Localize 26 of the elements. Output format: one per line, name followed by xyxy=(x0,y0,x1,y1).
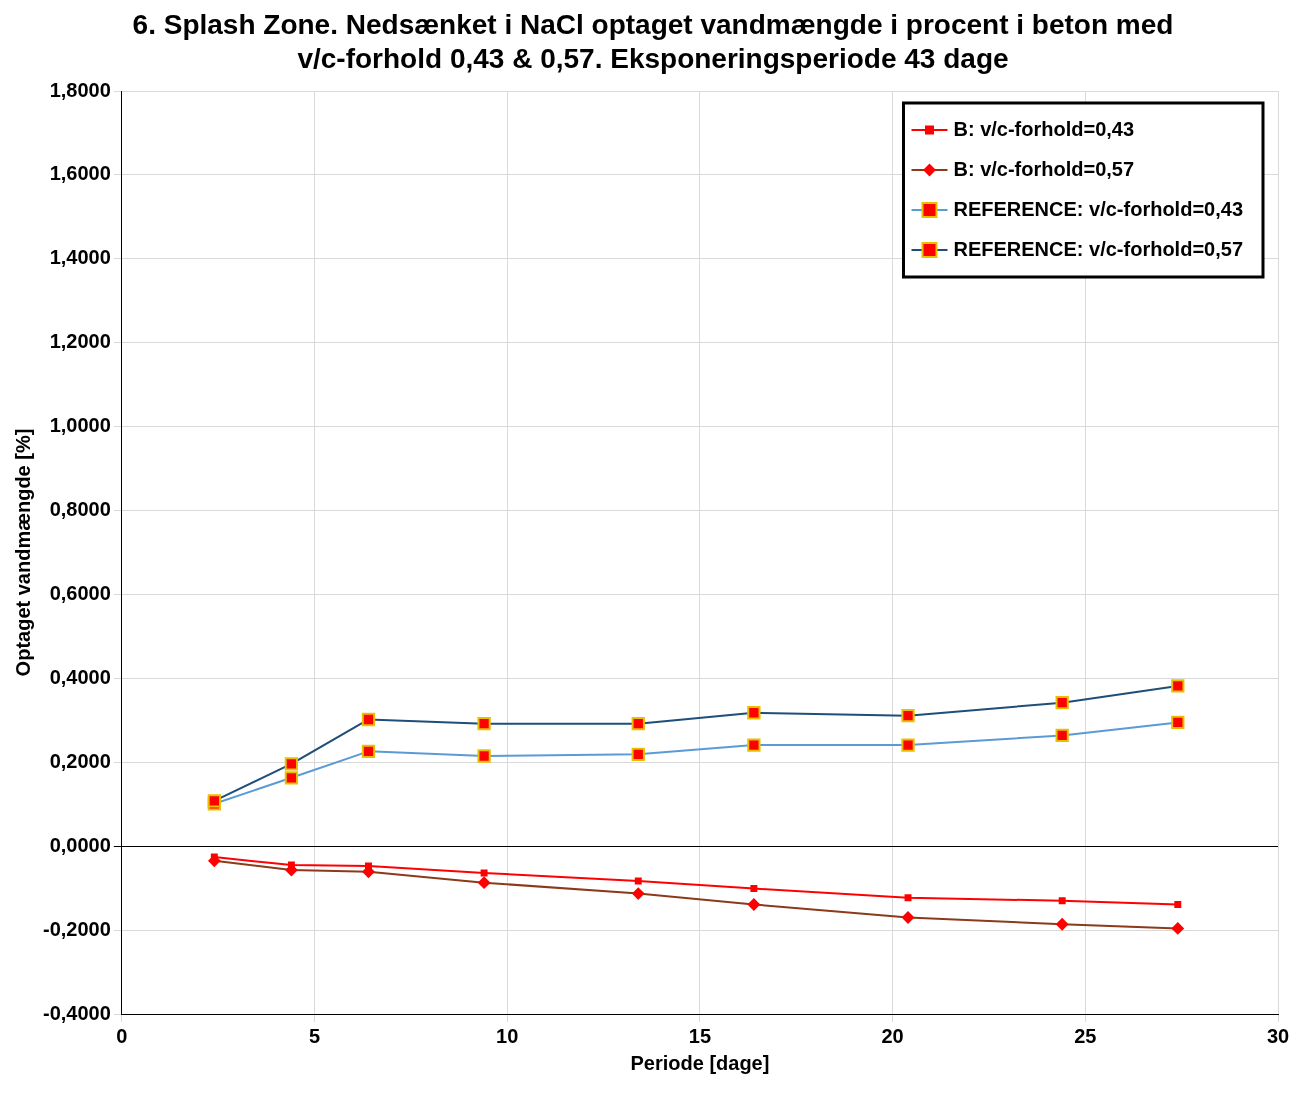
x-tick-label: 25 xyxy=(1074,1024,1097,1047)
x-tick-label: 5 xyxy=(308,1024,321,1047)
x-tick-label: 0 xyxy=(116,1024,128,1047)
x-axis-title: Periode [dage] xyxy=(630,1051,770,1074)
y-tick-label: -0,4000 xyxy=(42,1001,111,1024)
x-tick-label: 10 xyxy=(496,1024,519,1047)
y-tick-label: 1,6000 xyxy=(49,162,111,185)
y-tick-label: 0,6000 xyxy=(49,581,111,604)
y-tick-label: 0,4000 xyxy=(49,665,111,688)
legend-label: B: v/c-forhold=0,43 xyxy=(953,117,1135,140)
y-tick-label: 0,0000 xyxy=(49,833,111,856)
y-tick-label: 1,8000 xyxy=(49,78,111,101)
y-tick-label: 1,2000 xyxy=(49,330,111,353)
y-axis-title: Optaget vandmængde [%] xyxy=(11,428,34,677)
legend-label: B: v/c-forhold=0,57 xyxy=(953,157,1135,180)
y-tick-label: -0,2000 xyxy=(42,917,111,940)
x-tick-label: 30 xyxy=(1266,1024,1290,1047)
y-tick-label: 1,4000 xyxy=(49,246,111,269)
legend-label: REFERENCE: v/c-forhold=0,43 xyxy=(953,197,1244,220)
x-tick-label: 15 xyxy=(688,1024,712,1047)
chart-title: 6. Splash Zone. Nedsænket i NaCl optaget vandmængde i procent i beton med v/c-forhold 0,43 & 0,57. Eksponeringsperiode 43 dage xyxy=(131,8,1175,76)
y-tick-label: 1,0000 xyxy=(49,414,111,437)
y-tick-label: 0,8000 xyxy=(49,498,111,521)
x-tick-label: 20 xyxy=(881,1024,904,1047)
legend-label: REFERENCE: v/c-forhold=0,57 xyxy=(953,237,1244,260)
y-tick-label: 0,2000 xyxy=(49,749,111,772)
